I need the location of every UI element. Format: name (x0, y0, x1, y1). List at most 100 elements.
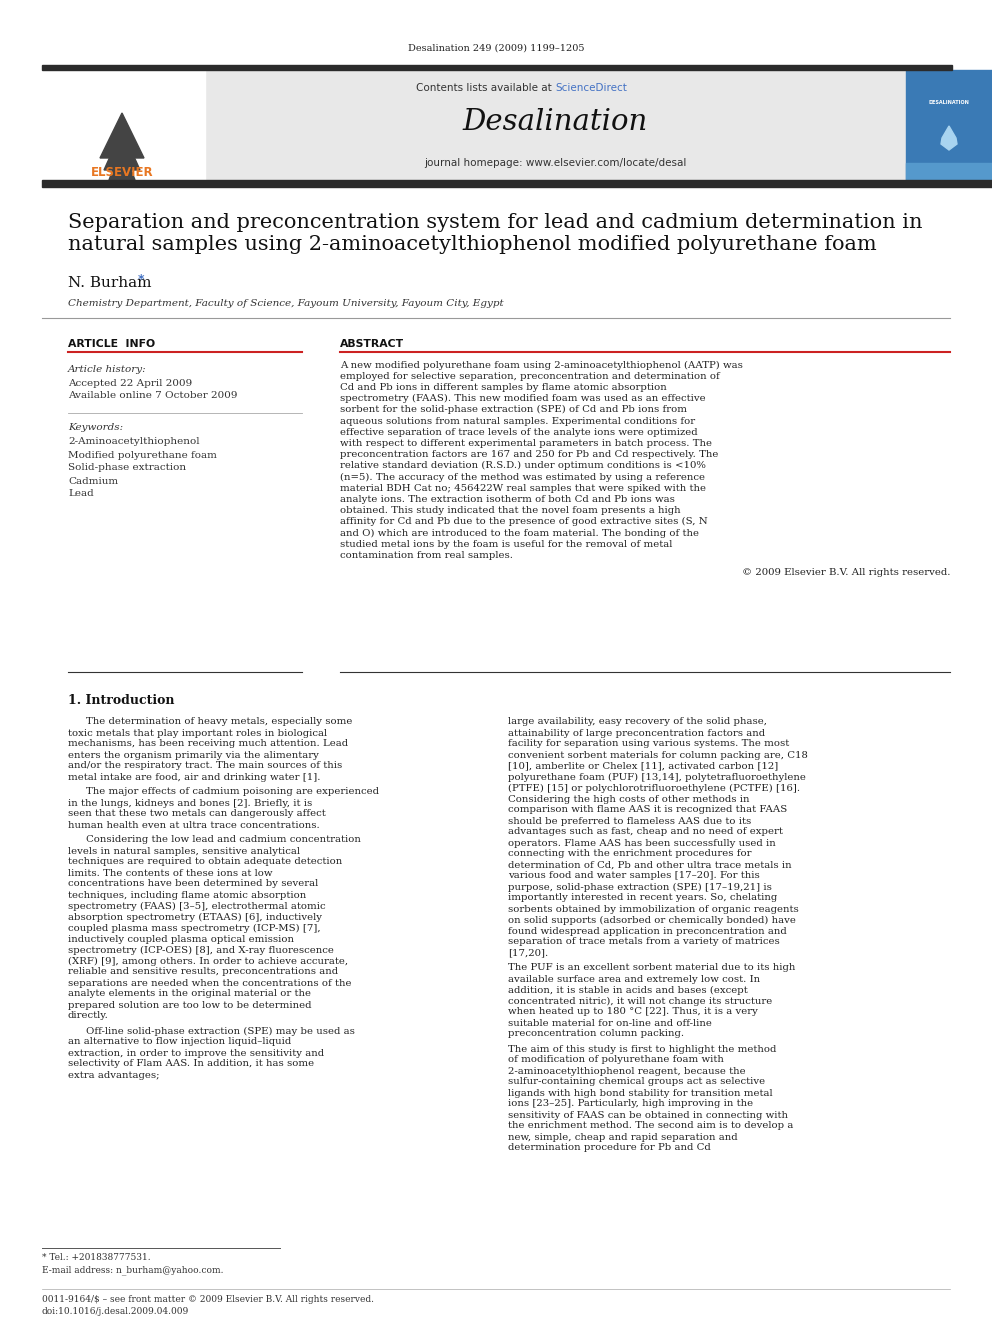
Text: effective separation of trace levels of the analyte ions were optimized: effective separation of trace levels of … (340, 427, 697, 437)
Text: Desalination: Desalination (462, 108, 648, 136)
Text: Available online 7 October 2009: Available online 7 October 2009 (68, 392, 237, 401)
Text: ScienceDirect: ScienceDirect (555, 83, 627, 93)
Text: should be preferred to flameless AAS due to its: should be preferred to flameless AAS due… (508, 816, 751, 826)
Text: metal intake are food, air and drinking water [1].: metal intake are food, air and drinking … (68, 773, 320, 782)
Text: polyurethane foam (PUF) [13,14], polytetrafluoroethylene: polyurethane foam (PUF) [13,14], polytet… (508, 773, 806, 782)
Text: studied metal ions by the foam is useful for the removal of metal: studied metal ions by the foam is useful… (340, 540, 673, 549)
Text: directly.: directly. (68, 1012, 109, 1020)
Text: DESALINATION: DESALINATION (929, 101, 969, 106)
Text: advantages such as fast, cheap and no need of expert: advantages such as fast, cheap and no ne… (508, 827, 783, 836)
Text: extraction, in order to improve the sensitivity and: extraction, in order to improve the sens… (68, 1049, 324, 1057)
Bar (42, 65, 952, 70)
Text: analyte ions. The extraction isotherm of both Cd and Pb ions was: analyte ions. The extraction isotherm of… (340, 495, 675, 504)
Text: operators. Flame AAS has been successfully used in: operators. Flame AAS has been successful… (508, 839, 776, 848)
Text: concentrated nitric), it will not change its structure: concentrated nitric), it will not change… (508, 996, 772, 1005)
Text: material BDH Cat no; 456422W real samples that were spiked with the: material BDH Cat no; 456422W real sample… (340, 484, 706, 492)
Text: (PTFE) [15] or polychlorotrifluoroethylene (PCTFE) [16].: (PTFE) [15] or polychlorotrifluoroethyle… (508, 783, 801, 792)
Text: analyte elements in the original material or the: analyte elements in the original materia… (68, 990, 311, 999)
Text: and O) which are introduced to the foam material. The bonding of the: and O) which are introduced to the foam … (340, 528, 699, 537)
Text: natural samples using 2-aminoacetylthiophenol modified polyurethane foam: natural samples using 2-aminoacetylthiop… (68, 235, 877, 254)
Text: separation of trace metals from a variety of matrices: separation of trace metals from a variet… (508, 938, 780, 946)
Text: spectrometry (FAAS) [3–5], electrothermal atomic: spectrometry (FAAS) [3–5], electrotherma… (68, 901, 325, 910)
Text: absorption spectrometry (ETAAS) [6], inductively: absorption spectrometry (ETAAS) [6], ind… (68, 913, 322, 922)
Text: selectivity of Flam AAS. In addition, it has some: selectivity of Flam AAS. In addition, it… (68, 1060, 314, 1069)
Text: The PUF is an excellent sorbent material due to its high: The PUF is an excellent sorbent material… (508, 963, 796, 972)
Text: ligands with high bond stability for transition metal: ligands with high bond stability for tra… (508, 1089, 773, 1098)
Text: suitable material for on-line and off-line: suitable material for on-line and off-li… (508, 1019, 712, 1028)
Text: journal homepage: www.elsevier.com/locate/desal: journal homepage: www.elsevier.com/locat… (424, 157, 686, 168)
Text: separations are needed when the concentrations of the: separations are needed when the concentr… (68, 979, 351, 987)
Text: determination of Cd, Pb and other ultra trace metals in: determination of Cd, Pb and other ultra … (508, 860, 792, 869)
Text: ions [23–25]. Particularly, high improving in the: ions [23–25]. Particularly, high improvi… (508, 1099, 753, 1109)
Text: Modified polyurethane foam: Modified polyurethane foam (68, 451, 217, 459)
Polygon shape (109, 146, 135, 180)
Text: Considering the low lead and cadmium concentration: Considering the low lead and cadmium con… (86, 836, 361, 844)
Text: various food and water samples [17–20]. For this: various food and water samples [17–20]. … (508, 872, 760, 881)
Text: preconcentration factors are 167 and 250 for Pb and Cd respectively. The: preconcentration factors are 167 and 250… (340, 450, 718, 459)
Text: [10], amberlite or Chelex [11], activated carbon [12]: [10], amberlite or Chelex [11], activate… (508, 762, 779, 770)
Text: ELSEVIER: ELSEVIER (90, 165, 154, 179)
Text: *: * (138, 273, 145, 286)
Text: Accepted 22 April 2009: Accepted 22 April 2009 (68, 378, 192, 388)
Text: Article history:: Article history: (68, 365, 147, 374)
Text: Off-line solid-phase extraction (SPE) may be used as: Off-line solid-phase extraction (SPE) ma… (86, 1027, 355, 1036)
Text: 2-aminoacetylthiophenol reagent, because the: 2-aminoacetylthiophenol reagent, because… (508, 1066, 746, 1076)
Text: [17,20].: [17,20]. (508, 949, 549, 958)
Text: available surface area and extremely low cost. In: available surface area and extremely low… (508, 975, 760, 983)
Text: levels in natural samples, sensitive analytical: levels in natural samples, sensitive ana… (68, 847, 300, 856)
Text: Cd and Pb ions in different samples by flame atomic absorption: Cd and Pb ions in different samples by f… (340, 382, 667, 392)
Text: extra advantages;: extra advantages; (68, 1070, 160, 1080)
Text: N. Burham: N. Burham (68, 277, 152, 290)
Text: new, simple, cheap and rapid separation and: new, simple, cheap and rapid separation … (508, 1132, 738, 1142)
Text: toxic metals that play important roles in biological: toxic metals that play important roles i… (68, 729, 327, 737)
Text: Solid-phase extraction: Solid-phase extraction (68, 463, 186, 472)
Text: reliable and sensitive results, preconcentrations and: reliable and sensitive results, preconce… (68, 967, 338, 976)
Text: purpose, solid-phase extraction (SPE) [17–19,21] is: purpose, solid-phase extraction (SPE) [1… (508, 882, 772, 892)
Text: and/or the respiratory tract. The main sources of this: and/or the respiratory tract. The main s… (68, 762, 342, 770)
Text: on solid supports (adsorbed or chemically bonded) have: on solid supports (adsorbed or chemicall… (508, 916, 796, 925)
Text: the enrichment method. The second aim is to develop a: the enrichment method. The second aim is… (508, 1122, 794, 1130)
Text: ARTICLE  INFO: ARTICLE INFO (68, 339, 155, 349)
Text: Lead: Lead (68, 490, 94, 499)
Text: 1. Introduction: 1. Introduction (68, 693, 175, 706)
Text: in the lungs, kidneys and bones [2]. Briefly, it is: in the lungs, kidneys and bones [2]. Bri… (68, 799, 312, 807)
Text: contamination from real samples.: contamination from real samples. (340, 550, 513, 560)
Text: (n=5). The accuracy of the method was estimated by using a reference: (n=5). The accuracy of the method was es… (340, 472, 705, 482)
Bar (119, 153, 125, 165)
Text: spectrometry (ICP-OES) [8], and X-ray fluorescence: spectrometry (ICP-OES) [8], and X-ray fl… (68, 946, 334, 955)
Text: comparison with flame AAS it is recognized that FAAS: comparison with flame AAS it is recogniz… (508, 806, 788, 815)
Polygon shape (104, 130, 140, 169)
Text: The determination of heavy metals, especially some: The determination of heavy metals, espec… (86, 717, 352, 726)
Text: mechanisms, has been receiving much attention. Lead: mechanisms, has been receiving much atte… (68, 740, 348, 749)
Text: concentrations have been determined by several: concentrations have been determined by s… (68, 880, 318, 889)
Text: 0011-9164/$ – see front matter © 2009 Elsevier B.V. All rights reserved.: 0011-9164/$ – see front matter © 2009 El… (42, 1295, 374, 1304)
Text: enters the organism primarily via the alimentary: enters the organism primarily via the al… (68, 750, 318, 759)
Text: found widespread application in preconcentration and: found widespread application in preconce… (508, 926, 787, 935)
Text: The aim of this study is first to highlight the method: The aim of this study is first to highli… (508, 1044, 777, 1053)
Bar (906, 70, 992, 183)
Text: doi:10.1016/j.desal.2009.04.009: doi:10.1016/j.desal.2009.04.009 (42, 1307, 189, 1316)
Text: large availability, easy recovery of the solid phase,: large availability, easy recovery of the… (508, 717, 767, 726)
Text: Keywords:: Keywords: (68, 423, 123, 433)
Text: A new modified polyurethane foam using 2-aminoacetylthiophenol (AATP) was: A new modified polyurethane foam using 2… (340, 360, 743, 369)
Text: preconcentration column packing.: preconcentration column packing. (508, 1029, 684, 1039)
Text: ABSTRACT: ABSTRACT (340, 339, 404, 349)
Text: sorbent for the solid-phase extraction (SPE) of Cd and Pb ions from: sorbent for the solid-phase extraction (… (340, 405, 687, 414)
Text: aqueous solutions from natural samples. Experimental conditions for: aqueous solutions from natural samples. … (340, 417, 695, 426)
Text: Desalination 249 (2009) 1199–1205: Desalination 249 (2009) 1199–1205 (408, 44, 584, 53)
Text: Contents lists available at: Contents lists available at (416, 83, 555, 93)
Text: relative standard deviation (R.S.D.) under optimum conditions is <10%: relative standard deviation (R.S.D.) und… (340, 462, 706, 471)
Text: 2-Aminoacetylthiophenol: 2-Aminoacetylthiophenol (68, 438, 199, 446)
Bar (205, 70, 905, 183)
Text: attainability of large preconcentration factors and: attainability of large preconcentration … (508, 729, 765, 737)
Text: seen that these two metals can dangerously affect: seen that these two metals can dangerous… (68, 810, 325, 819)
Text: connecting with the enrichment procedures for: connecting with the enrichment procedure… (508, 849, 752, 859)
Text: coupled plasma mass spectrometry (ICP-MS) [7],: coupled plasma mass spectrometry (ICP-MS… (68, 923, 320, 933)
Text: importantly interested in recent years. So, chelating: importantly interested in recent years. … (508, 893, 778, 902)
Text: facility for separation using various systems. The most: facility for separation using various sy… (508, 740, 790, 749)
Text: human health even at ultra trace concentrations.: human health even at ultra trace concent… (68, 820, 319, 830)
Text: convenient sorbent materials for column packing are, C18: convenient sorbent materials for column … (508, 750, 807, 759)
Text: sorbents obtained by immobilization of organic reagents: sorbents obtained by immobilization of o… (508, 905, 799, 913)
Text: Chemistry Department, Faculty of Science, Fayoum University, Fayoum City, Egypt: Chemistry Department, Faculty of Science… (68, 299, 504, 307)
Text: spectrometry (FAAS). This new modified foam was used as an effective: spectrometry (FAAS). This new modified f… (340, 394, 705, 404)
